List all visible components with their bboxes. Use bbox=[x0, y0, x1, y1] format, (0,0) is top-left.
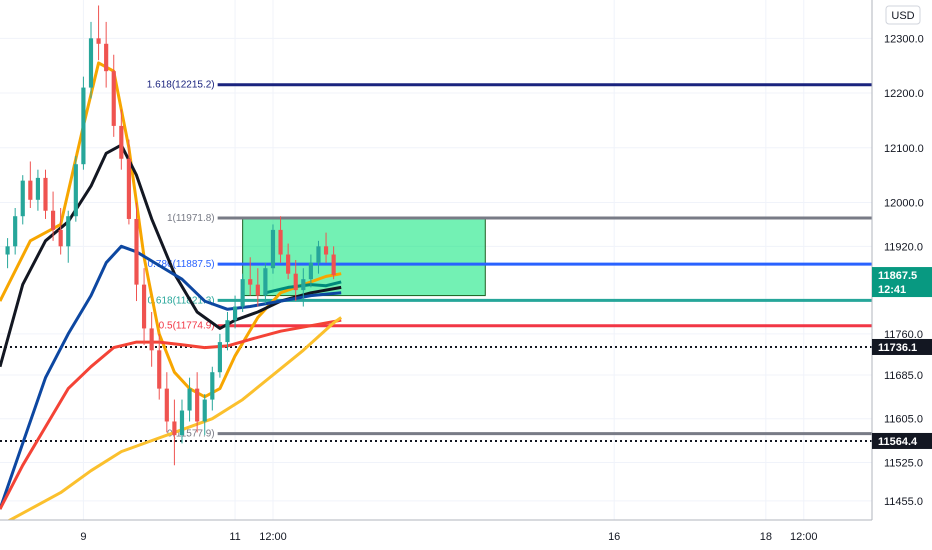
candle-body bbox=[20, 180, 25, 217]
moving-average-line bbox=[0, 244, 342, 510]
candle-body bbox=[66, 216, 71, 247]
price-badge bbox=[872, 432, 932, 449]
price-tick-label: 12100.0 bbox=[884, 143, 924, 155]
fib-level-label: 0.618(11821.3) bbox=[148, 295, 215, 306]
candle-body bbox=[164, 388, 169, 422]
time-tick-label: 12:00 bbox=[790, 531, 818, 543]
time-axis-ticks: 9 11 12:00 16 18 12:00 bbox=[80, 531, 817, 543]
candle-body bbox=[172, 421, 177, 436]
price-badge-label: 11867.5 bbox=[878, 270, 917, 282]
currency-label: USD bbox=[891, 10, 914, 22]
candle-body bbox=[81, 87, 86, 165]
time-axis-panel[interactable] bbox=[0, 520, 872, 550]
consolidation-box[interactable] bbox=[242, 217, 486, 297]
price-badge-label: 11736.1 bbox=[878, 342, 917, 354]
candle-body bbox=[179, 410, 185, 436]
price-tick-label: 11685.0 bbox=[884, 370, 923, 382]
candle-body bbox=[96, 38, 101, 44]
candle-body bbox=[293, 273, 298, 291]
candle-body bbox=[195, 388, 200, 422]
time-tick-label: 18 bbox=[760, 531, 772, 543]
candle-body bbox=[240, 279, 245, 307]
price-tick-label: 12200.0 bbox=[884, 88, 924, 100]
price-tick-label: 12300.0 bbox=[884, 33, 924, 45]
price-tick-label: 11455.0 bbox=[884, 496, 923, 508]
candle-body bbox=[149, 328, 154, 351]
price-badge bbox=[872, 267, 932, 298]
candle-body bbox=[248, 279, 253, 285]
candle-body bbox=[202, 399, 207, 422]
candle-body bbox=[111, 71, 116, 126]
time-tick-label: 12:00 bbox=[259, 531, 287, 543]
fib-level-label: 0(11577.9) bbox=[167, 429, 215, 440]
candle-body bbox=[126, 158, 131, 219]
fibonacci-levels-layer[interactable]: 1.618(12215.2) 1(11971.8) 0.786(11887.5) 0.… bbox=[147, 80, 872, 440]
candle-body bbox=[316, 246, 321, 263]
horizontal-levels-layer[interactable] bbox=[0, 345, 872, 442]
price-tick-label: 11605.0 bbox=[884, 414, 923, 426]
candle-body bbox=[50, 210, 56, 230]
price-badges-layer: 11867.5 12:41 11736.1 11564.4 bbox=[872, 267, 932, 449]
candle-body bbox=[119, 125, 124, 159]
candle-body bbox=[232, 306, 238, 321]
candle-body bbox=[134, 218, 139, 285]
moving-average-line bbox=[0, 318, 342, 510]
candle-body bbox=[331, 254, 336, 276]
fib-level-label: 0.786(11887.5) bbox=[148, 259, 215, 270]
candle-body bbox=[35, 177, 40, 200]
candle-body bbox=[104, 43, 109, 72]
candle-body bbox=[28, 180, 33, 200]
candle-body bbox=[278, 229, 283, 255]
candle-body bbox=[43, 177, 48, 211]
candle-body bbox=[141, 284, 147, 329]
candle-body bbox=[301, 279, 306, 291]
price-badge-label: 11564.4 bbox=[878, 436, 918, 448]
candle-body bbox=[308, 262, 313, 280]
price-tick-label: 11525.0 bbox=[884, 458, 923, 470]
candle-body bbox=[323, 246, 329, 255]
price-tick-label: 11920.0 bbox=[884, 241, 923, 253]
candle-body bbox=[88, 38, 94, 88]
price-tick-label: 11760.0 bbox=[884, 329, 923, 341]
currency-button[interactable]: USD bbox=[885, 5, 921, 25]
fib-level-label: 0.5(11774.9) bbox=[159, 321, 215, 332]
candle-body bbox=[217, 342, 222, 373]
time-tick-label: 11 bbox=[229, 531, 240, 543]
candle-body bbox=[187, 388, 192, 411]
candle-body bbox=[58, 229, 63, 247]
candle-body bbox=[255, 284, 260, 296]
fib-level-label: 1.618(12215.2) bbox=[147, 80, 215, 91]
price-badge-countdown: 12:41 bbox=[878, 284, 906, 296]
price-badge bbox=[872, 338, 932, 355]
moving-average-line bbox=[0, 316, 343, 527]
candle-body bbox=[73, 164, 78, 217]
price-tick-label: 12000.0 bbox=[884, 198, 924, 210]
candle-body bbox=[210, 372, 215, 400]
candle-body bbox=[5, 246, 10, 255]
fib-level-label: 1(11971.8) bbox=[167, 213, 215, 224]
candle-body bbox=[157, 350, 162, 389]
time-tick-label: 9 bbox=[80, 531, 86, 543]
candle-body bbox=[263, 268, 268, 296]
candle-body bbox=[225, 320, 230, 343]
time-tick-label: 16 bbox=[608, 531, 620, 543]
price-axis-ticks: 12300.0 12200.0 12100.0 12000.0 11920.0 11760… bbox=[884, 33, 924, 508]
consolidation-box-layer[interactable] bbox=[242, 217, 486, 297]
candle-body bbox=[286, 254, 291, 274]
candle-body bbox=[13, 216, 18, 247]
candlesticks-layer bbox=[5, 5, 336, 466]
candle-body bbox=[270, 229, 276, 269]
